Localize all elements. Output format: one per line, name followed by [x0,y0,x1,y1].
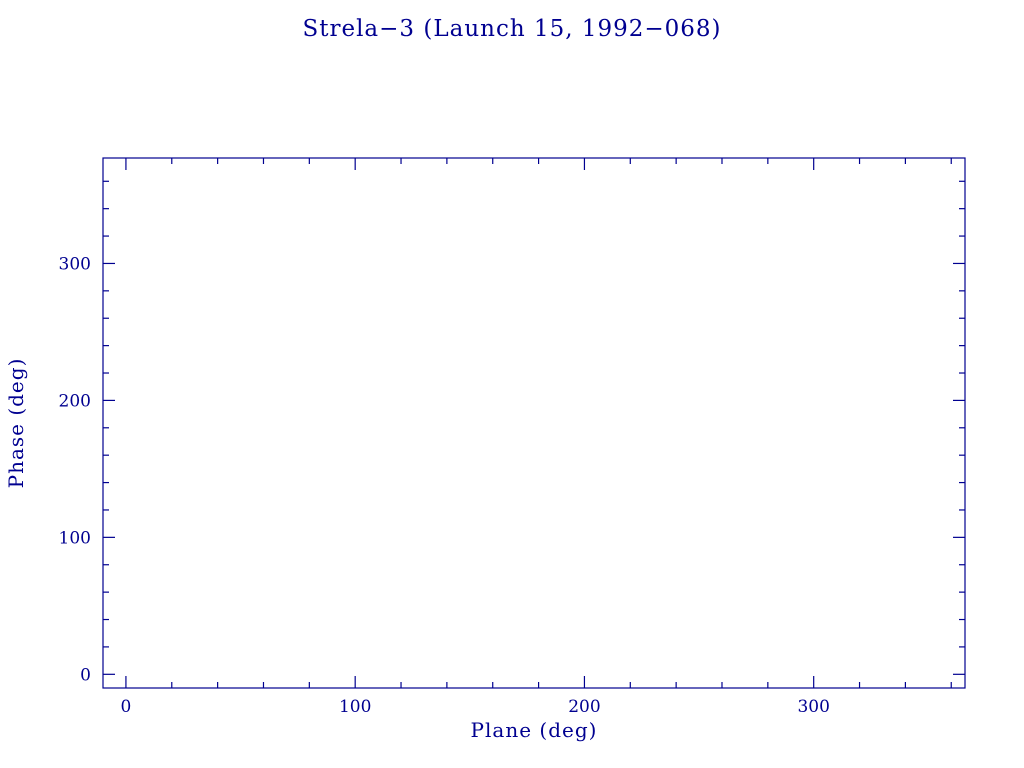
y-tick-label: 300 [59,254,91,274]
y-tick-label: 200 [59,391,91,411]
x-tick-label: 300 [797,697,829,717]
x-tick-label: 100 [339,697,371,717]
axis-ticks [103,158,965,688]
x-axis-label: Plane (deg) [470,718,598,742]
tick-labels: 0 100 200 300 0 100 200 300 [59,254,830,717]
plot-frame [102,157,966,689]
x-tick-label: 0 [121,697,132,717]
x-tick-label: 200 [568,697,600,717]
y-tick-label: 100 [59,528,91,548]
y-axis-label: Phase (deg) [4,357,28,489]
chart-title: Strela−3 (Launch 15, 1992−068) [302,16,722,42]
y-tick-label: 0 [80,665,91,685]
